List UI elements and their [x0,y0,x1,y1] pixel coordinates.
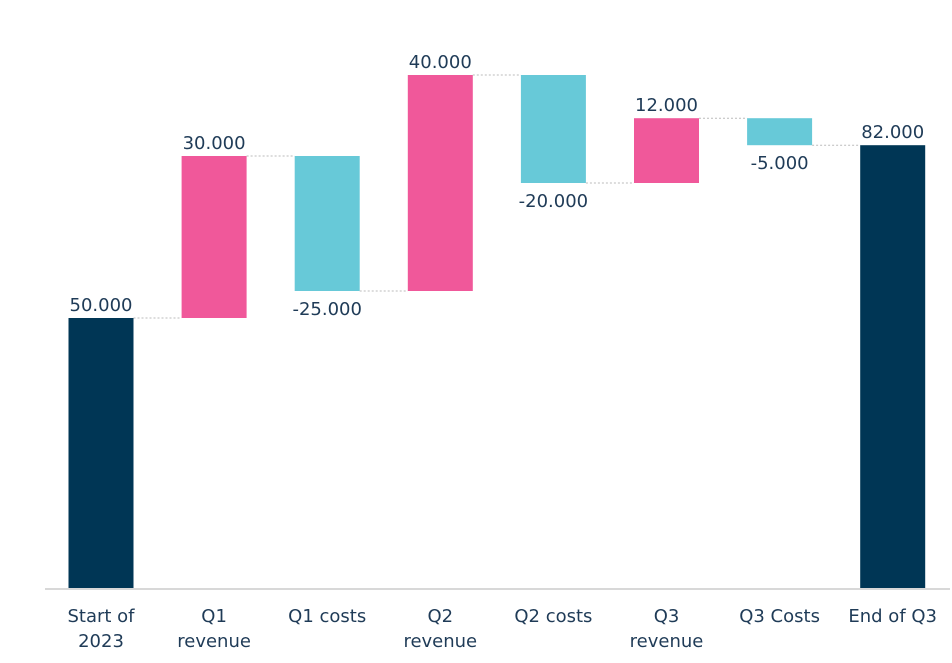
value-label: -25.000 [292,299,361,320]
value-label: 50.000 [70,295,133,316]
bar [294,156,360,291]
bar [860,145,926,588]
x-tick-label: Q2 revenue [403,606,477,652]
x-tick-label: Q3 revenue [630,606,704,652]
bar [181,156,247,318]
value-label: -20.000 [519,191,588,212]
value-label: 40.000 [409,52,472,73]
x-tick-line: End of Q3 [848,606,937,627]
x-tick-label: Q1 costs [288,606,366,627]
x-tick-line: Start of [67,606,135,627]
x-tick-line: revenue [403,631,477,652]
x-tick-line: Q2 [427,606,453,627]
bar [747,118,813,146]
x-tick-line: Q3 Costs [739,606,820,627]
x-tick-line: revenue [630,631,704,652]
x-tick-line: revenue [177,631,251,652]
bar [520,75,586,183]
value-label: 82.000 [861,122,924,143]
bar [407,75,473,291]
x-tick-label: Q1 revenue [177,606,251,652]
x-tick-label: Q3 Costs [739,606,820,627]
x-tick-line: Q2 costs [514,606,592,627]
value-label: 30.000 [183,133,246,154]
value-label: 12.000 [635,95,698,116]
x-tick-label: End of Q3 [848,606,937,627]
x-tick-line: Q1 costs [288,606,366,627]
value-label: -5.000 [751,153,809,174]
x-tick-label: Start of 2023 [67,606,135,652]
bar [634,118,699,183]
x-tick-line: Q3 [654,606,680,627]
x-tick-line: Q1 [201,606,227,627]
bar [68,318,134,588]
x-tick-line: 2023 [78,631,124,652]
x-tick-label: Q2 costs [514,606,592,627]
